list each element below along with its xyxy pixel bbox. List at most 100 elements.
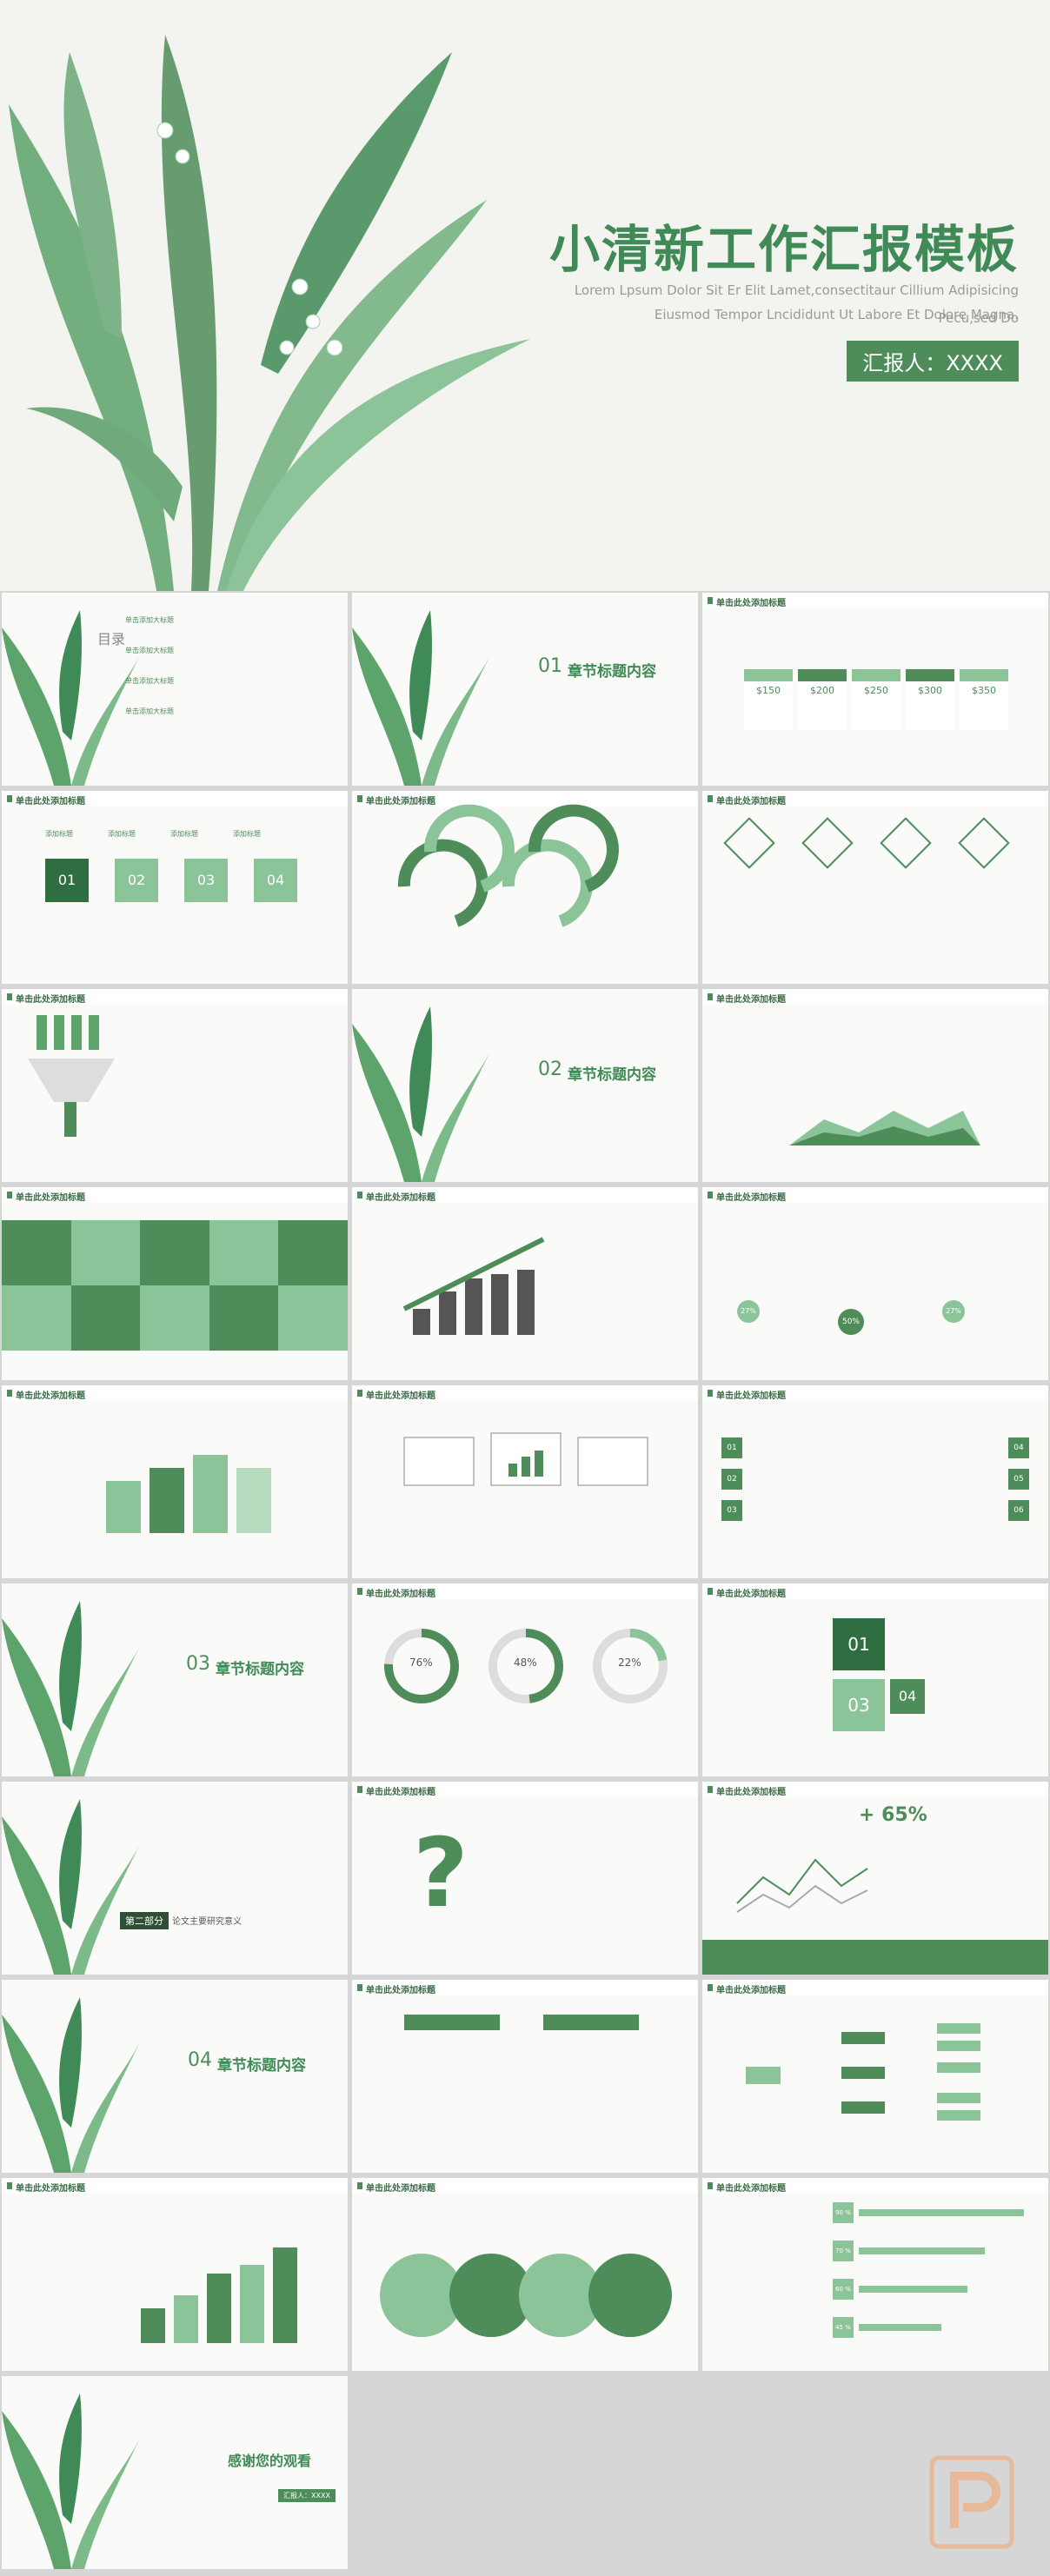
slide-header: 单击此处添加标题	[352, 1980, 698, 1995]
step-badge: 06	[1008, 1500, 1029, 1521]
funnel-diagram	[28, 1015, 115, 1137]
slide-line-chart[interactable]: 单击此处添加标题 + 65%	[702, 1782, 1048, 1975]
part-label: 第二部分	[120, 1912, 169, 1929]
slide-cylinders[interactable]: 单击此处添加标题	[2, 1385, 348, 1578]
question-mark: ?	[413, 1817, 469, 1929]
slide-header: 单击此处添加标题	[2, 791, 348, 807]
line-chart	[736, 1858, 868, 1913]
slide-header: 单击此处添加标题	[2, 989, 348, 1005]
box-label: 添加标题	[45, 830, 73, 838]
slide-faucets[interactable]: 单击此处添加标题 27% 50% 27%	[702, 1187, 1048, 1380]
progress-bar	[859, 2324, 941, 2331]
toc-list: 单击添加大标题 单击添加大标题 单击添加大标题 单击添加大标题	[125, 615, 203, 716]
slide-question[interactable]: 单击此处添加标题 ?	[352, 1782, 698, 1975]
slide-tree[interactable]: 单击此处添加标题	[702, 1980, 1048, 2173]
cover-subtitle-1: Lorem Lpsum Dolor Sit Er Elit Lamet,cons…	[574, 282, 1019, 326]
cylinder-chart	[106, 1455, 271, 1533]
cycle-diagram	[397, 804, 619, 927]
chapter-number: 04	[188, 2049, 212, 2071]
slide-icon-grid[interactable]: 单击此处添加标题	[2, 1187, 348, 1380]
donut-value: 76%	[409, 1656, 433, 1669]
slide-header: 单击此处添加标题	[2, 1385, 348, 1401]
price-card[interactable]: $200	[798, 669, 847, 730]
progress-pct: 70 %	[833, 2241, 854, 2261]
diamond-icons	[723, 817, 1010, 869]
slide-header: 单击此处添加标题	[352, 1782, 698, 1797]
slide-header: 单击此处添加标题	[352, 1583, 698, 1599]
box-label: 添加标题	[233, 830, 261, 838]
slide-two-columns[interactable]: 单击此处添加标题	[352, 1980, 698, 2173]
slide-chapter-04[interactable]: 04 章节标题内容	[2, 1980, 348, 2173]
slide-progress[interactable]: 单击此处添加标题 90 % 70 % 60 % 45 %	[702, 2178, 1048, 2371]
toc-item[interactable]: 单击添加大标题	[125, 707, 174, 715]
progress-pct: 60 %	[833, 2279, 854, 2300]
box-row: 01 02 03 04	[45, 859, 297, 902]
toc-item[interactable]: 单击添加大标题	[125, 647, 174, 654]
thanks-reporter: 汇报人：XXXX	[278, 2489, 336, 2502]
slide-header: 单击此处添加标题	[702, 593, 1048, 608]
slide-chapter-03[interactable]: 03 章节标题内容	[2, 1583, 348, 1776]
column-header	[404, 2015, 500, 2030]
slide-header: 单击此处添加标题	[702, 1583, 1048, 1599]
slide-cycle[interactable]: 单击此处添加标题	[352, 791, 698, 984]
lily-illustration	[9, 35, 530, 591]
slide-squares[interactable]: 单击此处添加标题 01 03 04	[702, 1583, 1048, 1776]
step-badge: 01	[721, 1437, 742, 1458]
progress-bar	[859, 2247, 985, 2254]
slide-3d-boxes[interactable]: 单击此处添加标题 01 02 03 04 添加标题 添加标题 添加标题 添加标题	[2, 791, 348, 984]
slide-bar-growth[interactable]: 单击此处添加标题	[352, 1187, 698, 1380]
slide-part2[interactable]: 第二部分 论文主要研究意义	[2, 1782, 348, 1975]
chapter-title: 章节标题内容	[568, 663, 656, 681]
slide-chapter-01[interactable]: 01 章节标题内容	[352, 593, 698, 786]
leaf-illustration	[2, 1601, 141, 1776]
bottle-chart	[141, 2247, 297, 2343]
progress-bar	[859, 2286, 967, 2293]
price-card[interactable]: $350	[960, 669, 1008, 730]
box-label: 添加标题	[108, 830, 136, 838]
slide-circles[interactable]: 单击此处添加标题	[352, 2178, 698, 2371]
chapter-number: 03	[186, 1653, 210, 1675]
logo-watermark-icon	[929, 2455, 1014, 2549]
donut-value: 48%	[514, 1656, 537, 1669]
tree-diagram	[746, 2023, 980, 2121]
slide-header: 单击此处添加标题	[352, 1385, 698, 1401]
steps-right: 04 05 06	[1008, 1437, 1029, 1521]
slide-donuts[interactable]: 单击此处添加标题 76% 48% 22%	[352, 1583, 698, 1776]
leaf-illustration	[2, 610, 141, 786]
slide-thanks[interactable]: 感谢您的观看 汇报人：XXXX	[2, 2376, 348, 2569]
slide-header: 单击此处添加标题	[702, 1980, 1048, 1995]
area-chart	[789, 1111, 980, 1145]
cover-reporter: 汇报人：XXXX	[847, 341, 1019, 382]
slide-chapter-02[interactable]: 02 章节标题内容	[352, 989, 698, 1182]
slide-steps[interactable]: 单击此处添加标题 01 02 03 04 05 06	[702, 1385, 1048, 1578]
chapter-title: 章节标题内容	[217, 2057, 306, 2075]
slide-toc[interactable]: 目录 单击添加大标题 单击添加大标题 单击添加大标题 单击添加大标题	[2, 593, 348, 786]
leaf-illustration	[352, 1006, 491, 1182]
box-label-row: 添加标题 添加标题 添加标题 添加标题	[45, 829, 261, 839]
slide-pricing[interactable]: 单击此处添加标题 $150 $200 $250 $300 $350	[702, 593, 1048, 786]
square-tile: 04	[890, 1679, 925, 1714]
slide-laptops[interactable]: 单击此处添加标题	[352, 1385, 698, 1578]
price-card[interactable]: $250	[852, 669, 900, 730]
slide-funnel[interactable]: 单击此处添加标题	[2, 989, 348, 1182]
chapter-title: 章节标题内容	[568, 1066, 656, 1084]
cover-subtitle-2: Eiusmod Tempor Lncididunt Ut Labore Et D…	[654, 307, 1019, 322]
progress-bar	[859, 2209, 1024, 2216]
price-card[interactable]: $150	[744, 669, 793, 730]
toc-item[interactable]: 单击添加大标题	[125, 677, 174, 685]
column-header	[543, 2015, 639, 2030]
growth-value: + 65%	[859, 1804, 927, 1826]
slide-bottles[interactable]: 单击此处添加标题	[2, 2178, 348, 2371]
progress-pct: 45 %	[833, 2317, 854, 2338]
slide-diamonds[interactable]: 单击此处添加标题	[702, 791, 1048, 984]
slide-header: 单击此处添加标题	[352, 791, 698, 807]
drop-value: 27%	[942, 1300, 965, 1323]
toc-item[interactable]: 单击添加大标题	[125, 616, 174, 624]
drop-value: 50%	[838, 1309, 864, 1335]
steps-left: 01 02 03	[721, 1437, 742, 1521]
slide-header: 单击此处添加标题	[2, 1187, 348, 1203]
slide-header: 单击此处添加标题	[702, 1385, 1048, 1401]
slide-header: 单击此处添加标题	[352, 1187, 698, 1203]
price-card[interactable]: $300	[906, 669, 954, 730]
slide-area-chart[interactable]: 单击此处添加标题	[702, 989, 1048, 1182]
